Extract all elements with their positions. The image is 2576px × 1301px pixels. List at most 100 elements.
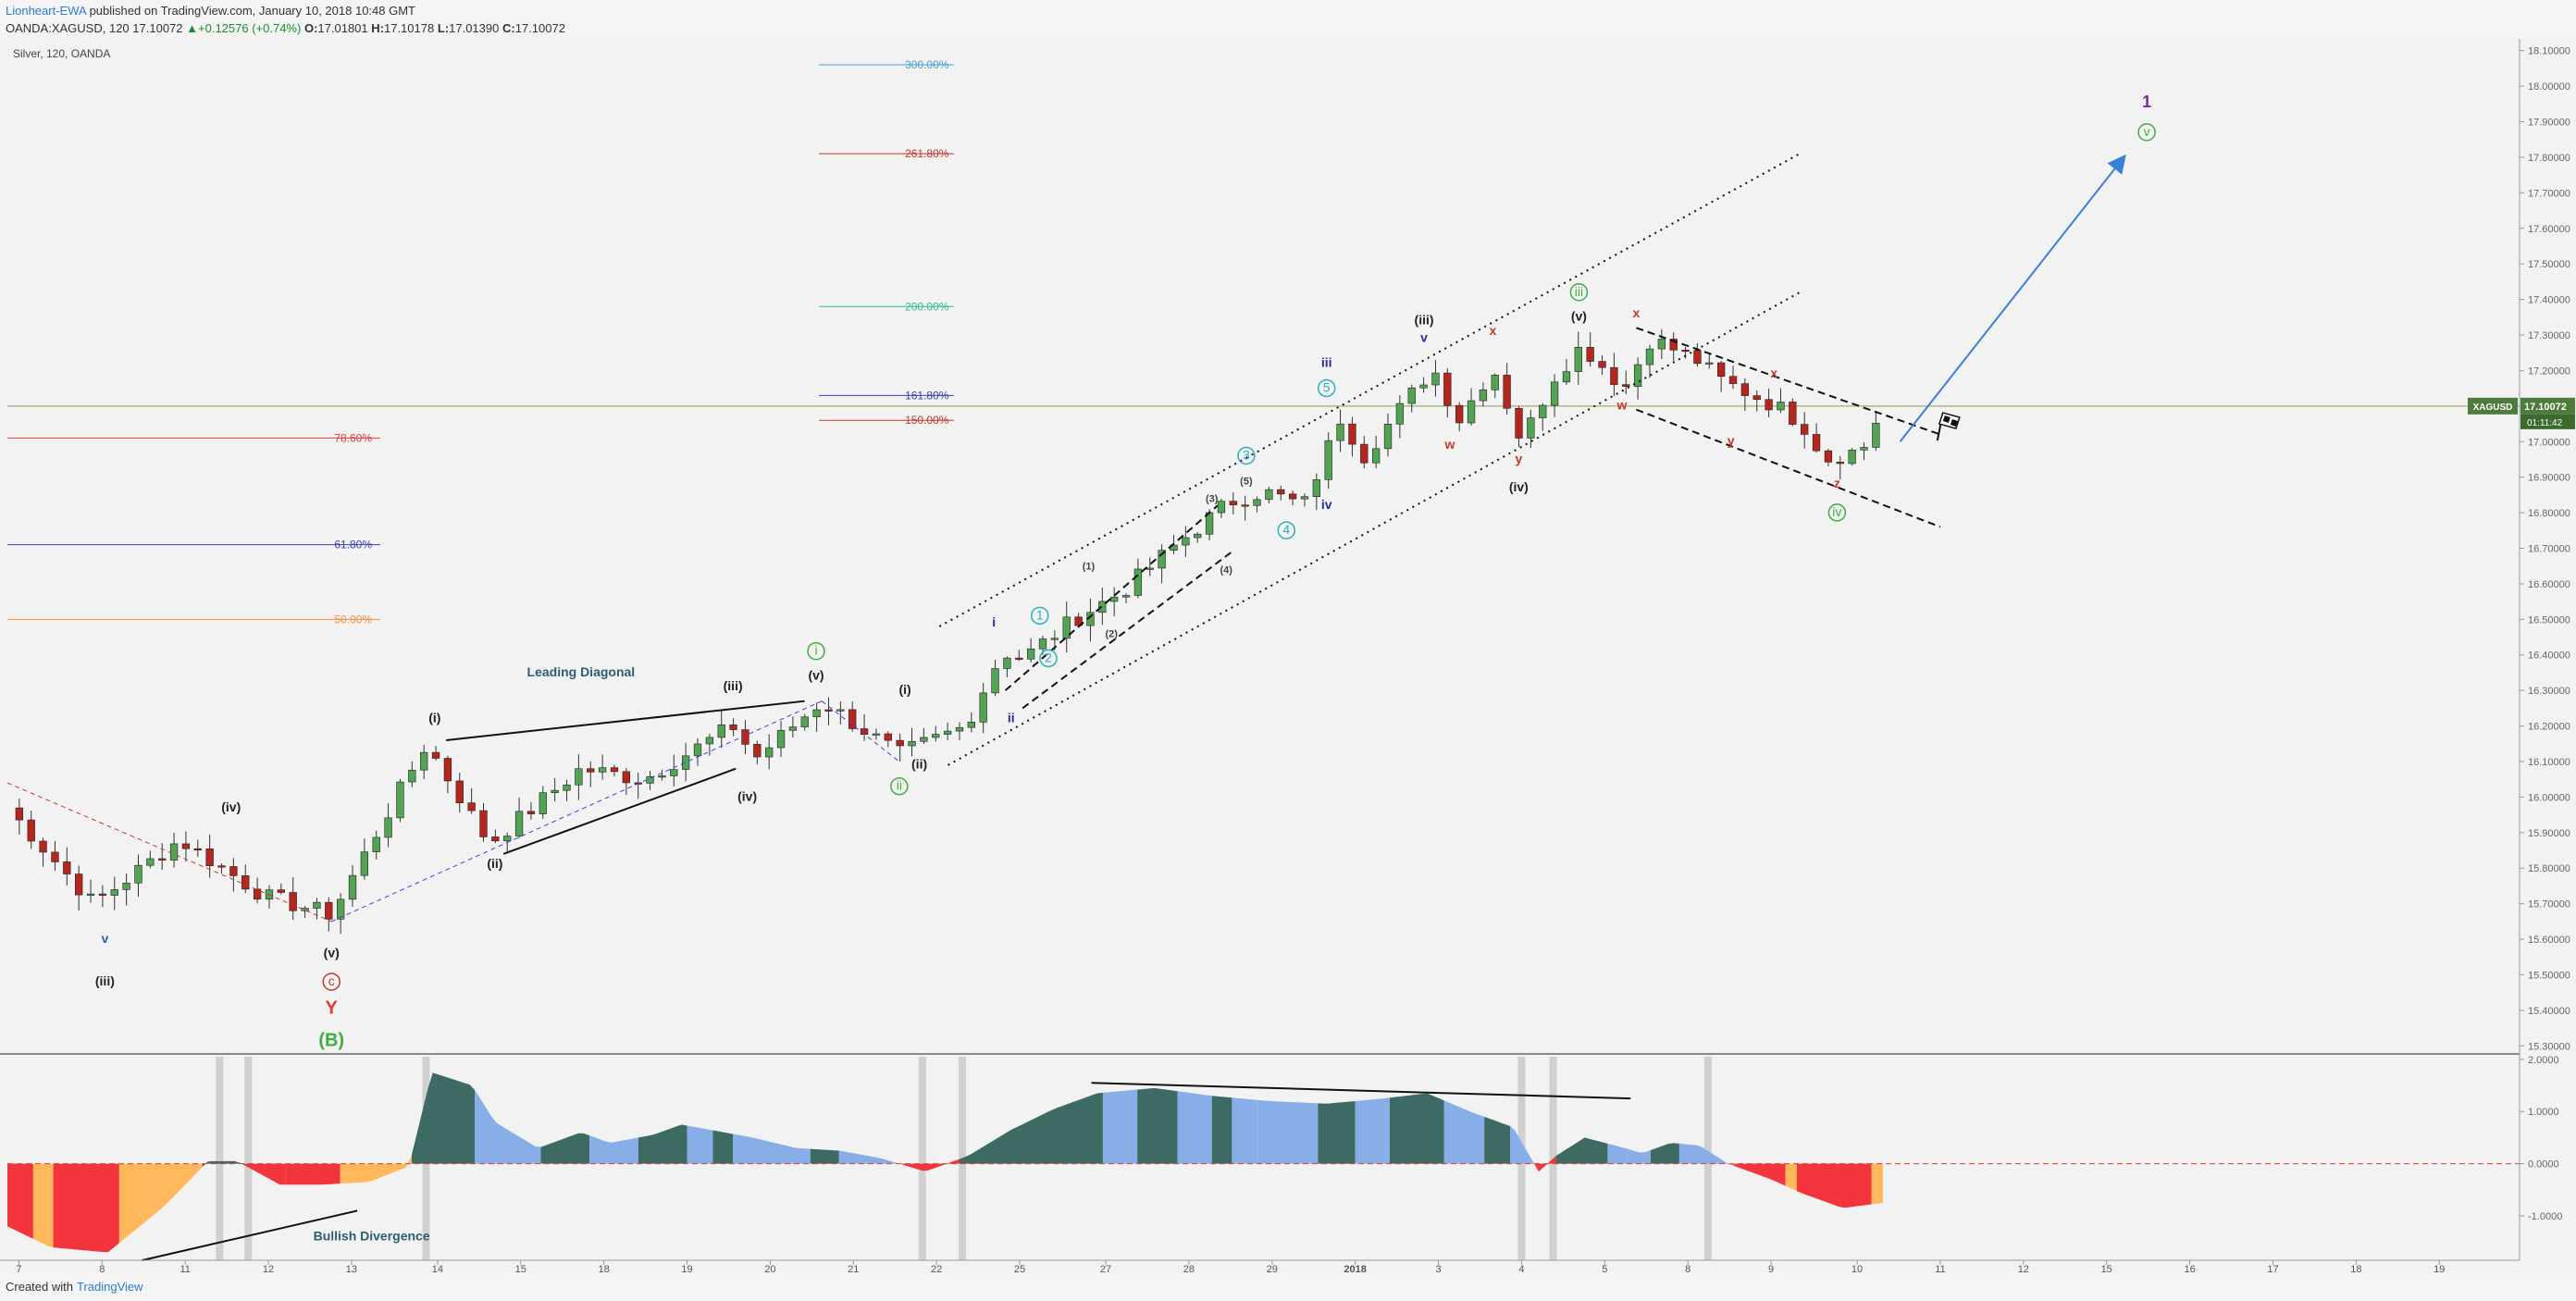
candle[interactable]: [729, 724, 737, 730]
candle[interactable]: [229, 866, 238, 876]
candle[interactable]: [884, 733, 892, 741]
candle[interactable]: [479, 810, 488, 837]
candle[interactable]: [860, 728, 869, 735]
candle[interactable]: [27, 819, 35, 842]
candle[interactable]: [169, 843, 179, 861]
projection-arrow[interactable]: [1899, 154, 2126, 442]
candle[interactable]: [15, 807, 24, 821]
candle[interactable]: [181, 843, 191, 849]
trendline[interactable]: [947, 291, 1801, 766]
candle[interactable]: [812, 709, 821, 718]
candle[interactable]: [1158, 550, 1166, 569]
candle[interactable]: [575, 768, 583, 786]
candle[interactable]: [277, 889, 285, 893]
candle[interactable]: [1527, 417, 1535, 439]
candle[interactable]: [1491, 375, 1499, 390]
candle[interactable]: [1716, 362, 1726, 378]
candle[interactable]: [325, 901, 333, 920]
candle[interactable]: [1443, 372, 1452, 406]
candle[interactable]: [1431, 372, 1440, 386]
candle[interactable]: [1681, 350, 1690, 353]
candle[interactable]: [1194, 533, 1202, 539]
candle[interactable]: [110, 889, 118, 896]
candle[interactable]: [467, 802, 476, 812]
trendline[interactable]: [1636, 408, 1941, 528]
candle[interactable]: [1003, 657, 1011, 669]
trendline[interactable]: [446, 700, 805, 741]
candle[interactable]: [1824, 450, 1833, 463]
candle[interactable]: [1026, 648, 1035, 660]
candle[interactable]: [420, 751, 428, 771]
candle[interactable]: [765, 747, 774, 758]
candle[interactable]: [967, 722, 975, 728]
candle[interactable]: [1217, 501, 1226, 514]
candle[interactable]: [443, 758, 452, 782]
candle[interactable]: [396, 781, 404, 819]
candle[interactable]: [360, 851, 369, 876]
candle[interactable]: [908, 740, 916, 747]
trendline[interactable]: [938, 153, 1801, 627]
candle[interactable]: [242, 875, 250, 890]
candle[interactable]: [431, 751, 440, 759]
candle[interactable]: [1515, 407, 1523, 439]
candle[interactable]: [991, 668, 999, 694]
candle[interactable]: [920, 737, 928, 742]
candle[interactable]: [1574, 346, 1582, 372]
candle[interactable]: [526, 811, 536, 814]
candle[interactable]: [622, 771, 630, 784]
candle[interactable]: [372, 836, 380, 852]
candle[interactable]: [1050, 638, 1059, 640]
candle[interactable]: [1407, 387, 1416, 404]
candle[interactable]: [587, 768, 595, 773]
trendline[interactable]: [6, 782, 332, 923]
candle[interactable]: [1146, 567, 1154, 570]
candle[interactable]: [693, 743, 702, 757]
candle[interactable]: [1288, 493, 1297, 500]
candle[interactable]: [776, 729, 786, 749]
candle[interactable]: [1789, 402, 1797, 425]
candle[interactable]: [1633, 364, 1642, 387]
candle[interactable]: [1645, 348, 1654, 366]
candle[interactable]: [217, 865, 226, 868]
candle[interactable]: [491, 836, 500, 842]
candle[interactable]: [348, 874, 357, 900]
candle[interactable]: [1860, 447, 1868, 451]
candle[interactable]: [1038, 638, 1047, 650]
candle[interactable]: [455, 780, 464, 803]
candle[interactable]: [1383, 423, 1393, 450]
candle[interactable]: [1133, 568, 1143, 596]
candle[interactable]: [503, 836, 512, 842]
tradingview-link[interactable]: TradingView: [76, 1280, 143, 1294]
candle[interactable]: [1622, 384, 1630, 387]
candle[interactable]: [788, 726, 798, 731]
candle[interactable]: [563, 784, 571, 791]
candle[interactable]: [1836, 462, 1844, 465]
candle[interactable]: [848, 709, 857, 729]
candle[interactable]: [86, 893, 95, 896]
candle[interactable]: [1728, 376, 1738, 384]
oscillator-pane[interactable]: Bullish Divergence: [7, 1057, 2520, 1261]
candle[interactable]: [717, 724, 725, 738]
candle[interactable]: [1241, 504, 1249, 507]
candle[interactable]: [932, 734, 940, 738]
candle[interactable]: [1110, 596, 1119, 602]
candle[interactable]: [1360, 443, 1368, 464]
candle[interactable]: [1740, 383, 1750, 396]
candle[interactable]: [384, 817, 392, 838]
candle[interactable]: [610, 767, 619, 773]
candle[interactable]: [1324, 440, 1332, 480]
candle[interactable]: [1777, 402, 1785, 411]
candle[interactable]: [1693, 350, 1702, 365]
candle[interactable]: [1265, 489, 1273, 501]
candle[interactable]: [1479, 389, 1488, 402]
candle[interactable]: [1550, 381, 1559, 406]
candle[interactable]: [551, 789, 559, 794]
candle[interactable]: [824, 709, 833, 712]
trendline[interactable]: [1022, 551, 1233, 710]
candle[interactable]: [63, 861, 71, 874]
candle[interactable]: [289, 892, 297, 911]
candle[interactable]: [658, 775, 666, 778]
candle[interactable]: [1336, 423, 1344, 441]
candle[interactable]: [1586, 346, 1594, 362]
candle[interactable]: [539, 792, 547, 814]
